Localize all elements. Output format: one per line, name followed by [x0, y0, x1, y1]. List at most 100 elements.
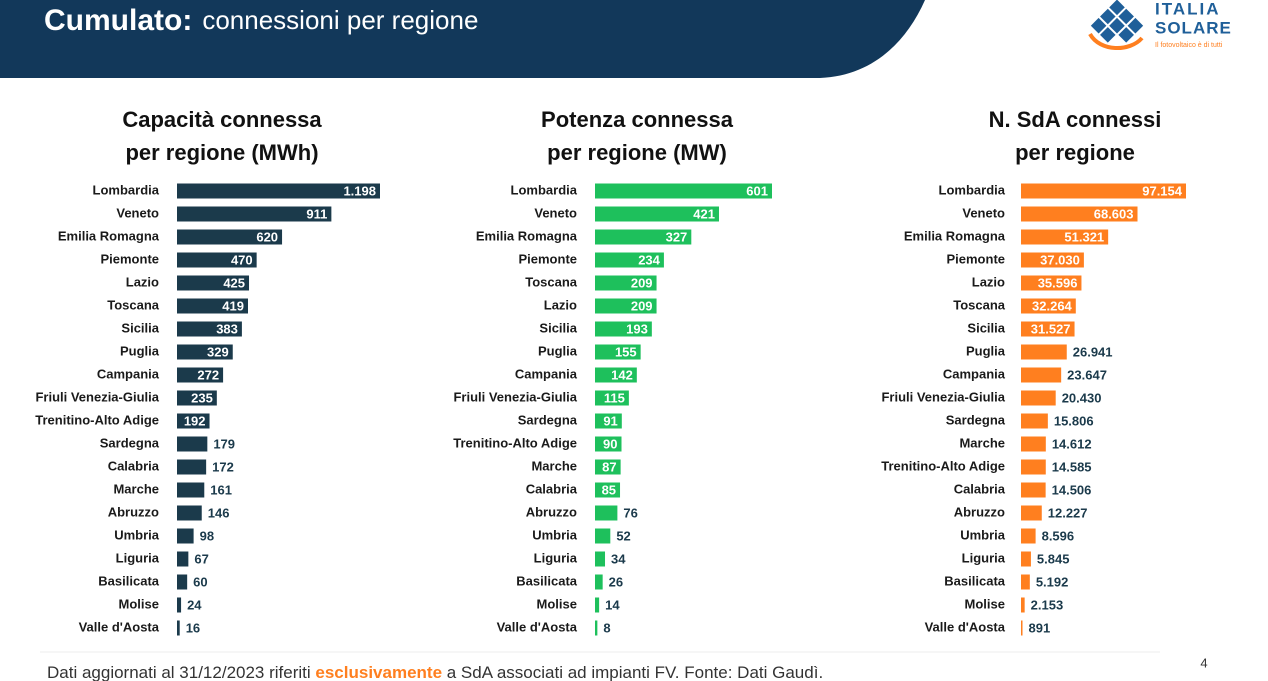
category-label: Piemonte [518, 251, 577, 266]
value-label: 51.321 [1064, 229, 1104, 244]
value-label: 98 [200, 528, 214, 543]
value-label: 155 [615, 344, 637, 359]
category-label: Umbria [960, 527, 1006, 542]
value-label: 209 [631, 298, 653, 313]
category-label: Trenitino-Alto Adige [453, 435, 577, 450]
bar [1021, 252, 1084, 268]
bar [177, 528, 194, 544]
value-label: 14 [605, 597, 620, 612]
value-label: 32.264 [1032, 298, 1073, 313]
bar [1021, 229, 1109, 245]
category-label: Piemonte [946, 251, 1005, 266]
bar [177, 505, 202, 521]
category-label: Lombardia [939, 182, 1006, 197]
category-label: Liguria [534, 550, 578, 565]
bar [595, 183, 772, 199]
bar [595, 413, 622, 429]
bar [177, 275, 250, 291]
category-label: Friuli Venezia-Giulia [35, 389, 159, 404]
value-label: 209 [631, 275, 653, 290]
category-label: Emilia Romagna [904, 228, 1006, 243]
bar [595, 459, 621, 475]
category-label: Lazio [126, 274, 159, 289]
value-label: 31.527 [1031, 321, 1071, 336]
value-label: 179 [213, 436, 235, 451]
value-label: 35.596 [1038, 275, 1078, 290]
category-label: Veneto [116, 205, 159, 220]
category-label: Puglia [120, 343, 160, 358]
bar [595, 344, 641, 360]
value-label: 14.585 [1052, 459, 1092, 474]
category-label: Molise [537, 596, 577, 611]
bar [595, 252, 664, 268]
bar [177, 413, 210, 429]
value-label: 91 [603, 413, 617, 428]
value-label: 60 [193, 574, 207, 589]
bar [1021, 275, 1082, 291]
value-label: 234 [638, 252, 660, 267]
category-label: Abruzzo [108, 504, 159, 519]
value-label: 16 [186, 620, 200, 635]
value-label: 23.647 [1067, 367, 1107, 382]
chart-title: per regione (MW) [547, 140, 727, 165]
category-label: Sardegna [946, 412, 1006, 427]
category-label: Campania [97, 366, 160, 381]
bar [595, 482, 621, 498]
value-label: 192 [184, 413, 206, 428]
category-label: Puglia [538, 343, 578, 358]
bar [595, 206, 719, 222]
category-label: Emilia Romagna [58, 228, 160, 243]
header-band [0, 0, 925, 78]
category-label: Trenitino-Alto Adige [35, 412, 159, 427]
category-label: Molise [965, 596, 1005, 611]
bar [1021, 390, 1056, 406]
value-label: 272 [197, 367, 219, 382]
category-label: Basilicata [944, 573, 1005, 588]
value-label: 52 [616, 528, 630, 543]
bar [177, 390, 217, 406]
logo-line2: SOLARE [1155, 18, 1232, 37]
bar [177, 574, 188, 590]
bar [595, 505, 618, 521]
bar [1021, 344, 1067, 360]
bar [1021, 206, 1138, 222]
value-label: 470 [231, 252, 253, 267]
category-label: Calabria [526, 481, 578, 496]
bar [177, 252, 257, 268]
logo: ITALIA SOLARE Il fotovoltaico è di tutti [1088, 0, 1232, 51]
chart-title: per regione [1015, 140, 1135, 165]
footer-emphasis: esclusivamente [315, 663, 442, 681]
value-label: 383 [216, 321, 238, 336]
category-label: Lombardia [93, 182, 160, 197]
category-label: Sicilia [121, 320, 159, 335]
category-label: Friuli Venezia-Giulia [453, 389, 577, 404]
chart-title: N. SdA connessi [989, 107, 1162, 132]
bar [595, 436, 622, 452]
category-label: Puglia [966, 343, 1006, 358]
bar [595, 597, 600, 613]
category-label: Toscana [525, 274, 578, 289]
value-label: 26.941 [1073, 344, 1113, 359]
value-label: 34 [611, 551, 626, 566]
category-label: Emilia Romagna [476, 228, 578, 243]
chart-title: Potenza connessa [541, 107, 734, 132]
category-label: Marche [959, 435, 1005, 450]
title-rest: connessioni per regione [202, 5, 478, 35]
bar [177, 597, 182, 613]
category-label: Lazio [544, 297, 577, 312]
bar [1021, 482, 1046, 498]
value-label: 76 [623, 505, 637, 520]
value-label: 115 [604, 390, 625, 405]
value-label: 601 [746, 183, 768, 198]
value-label: 235 [191, 390, 213, 405]
category-label: Abruzzo [526, 504, 577, 519]
category-label: Toscana [107, 297, 160, 312]
category-label: Lombardia [511, 182, 578, 197]
bar [595, 620, 598, 636]
category-label: Valle d'Aosta [925, 619, 1006, 634]
category-label: Sardegna [100, 435, 160, 450]
category-label: Lazio [972, 274, 1005, 289]
bar [595, 390, 629, 406]
bar [1021, 413, 1048, 429]
value-label: 20.430 [1062, 390, 1102, 405]
